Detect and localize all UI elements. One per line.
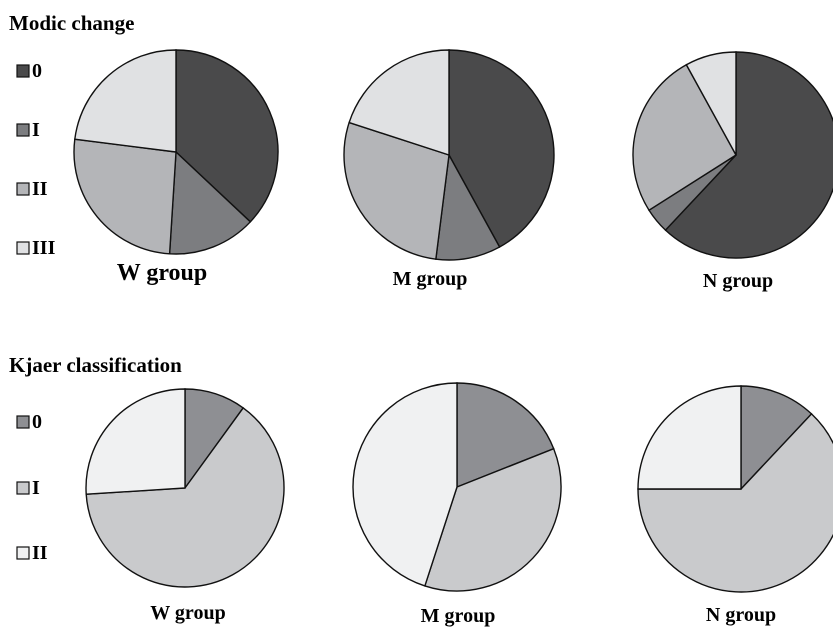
- legend-swatch-0-2: [16, 182, 30, 196]
- pie-slice-0-0-3: [74, 49, 177, 153]
- legend-swatch-1-2: [16, 546, 30, 560]
- pie-label-modic-m: M group: [393, 268, 468, 290]
- pie-label-modic-w: W group: [117, 260, 207, 286]
- pie-slice-0-0-0: [175, 49, 279, 223]
- pie-slice-0-0-1: [168, 150, 252, 255]
- pie-slice-1-0-1: [85, 406, 285, 588]
- legend-label-1-2: II: [32, 542, 48, 564]
- pie-slice-1-0-2: [85, 388, 186, 495]
- legend-swatch-0-0: [16, 64, 30, 78]
- pie-label-kjaer-w: W group: [150, 602, 225, 624]
- legend-swatch-0-3: [16, 241, 30, 255]
- pie-slice-0-1-2: [343, 121, 450, 260]
- pies-kjaer: [85, 382, 833, 593]
- pie-label-kjaer-n: N group: [706, 604, 776, 626]
- legend-swatch-1-0: [16, 415, 30, 429]
- pies-modic: [73, 49, 833, 261]
- pie-slice-1-2-0: [740, 385, 813, 491]
- legend-label-0-0: 0: [32, 60, 42, 82]
- pie-slice-1-2-2: [637, 385, 742, 490]
- pie-slice-0-1-3: [348, 49, 450, 156]
- legend-label-0-3: III: [32, 237, 56, 259]
- legend-label-0-1: I: [32, 119, 40, 141]
- pie-slice-0-2-0: [664, 51, 833, 259]
- pie-slice-0-2-2: [632, 63, 737, 212]
- pie-slice-1-1-2: [352, 382, 458, 587]
- section-title-kjaer: Kjaer classification: [9, 353, 182, 377]
- legend-swatch-0-1: [16, 123, 30, 137]
- section-title-modic: Modic change: [9, 11, 134, 35]
- pie-slice-1-1-1: [423, 447, 562, 592]
- legend-swatch-1-1: [16, 481, 30, 495]
- pie-slice-1-1-0: [456, 382, 555, 489]
- pie-slice-0-1-0: [448, 49, 555, 248]
- pie-slice-1-2-1: [637, 412, 833, 593]
- legend-label-1-0: 0: [32, 411, 42, 433]
- pie-slice-0-2-3: [685, 51, 737, 156]
- pie-label-modic-n: N group: [703, 270, 773, 292]
- pie-slice-0-0-2: [73, 138, 177, 255]
- legend-label-0-2: II: [32, 178, 48, 200]
- pie-label-kjaer-m: M group: [421, 605, 496, 627]
- legend-label-1-1: I: [32, 477, 40, 499]
